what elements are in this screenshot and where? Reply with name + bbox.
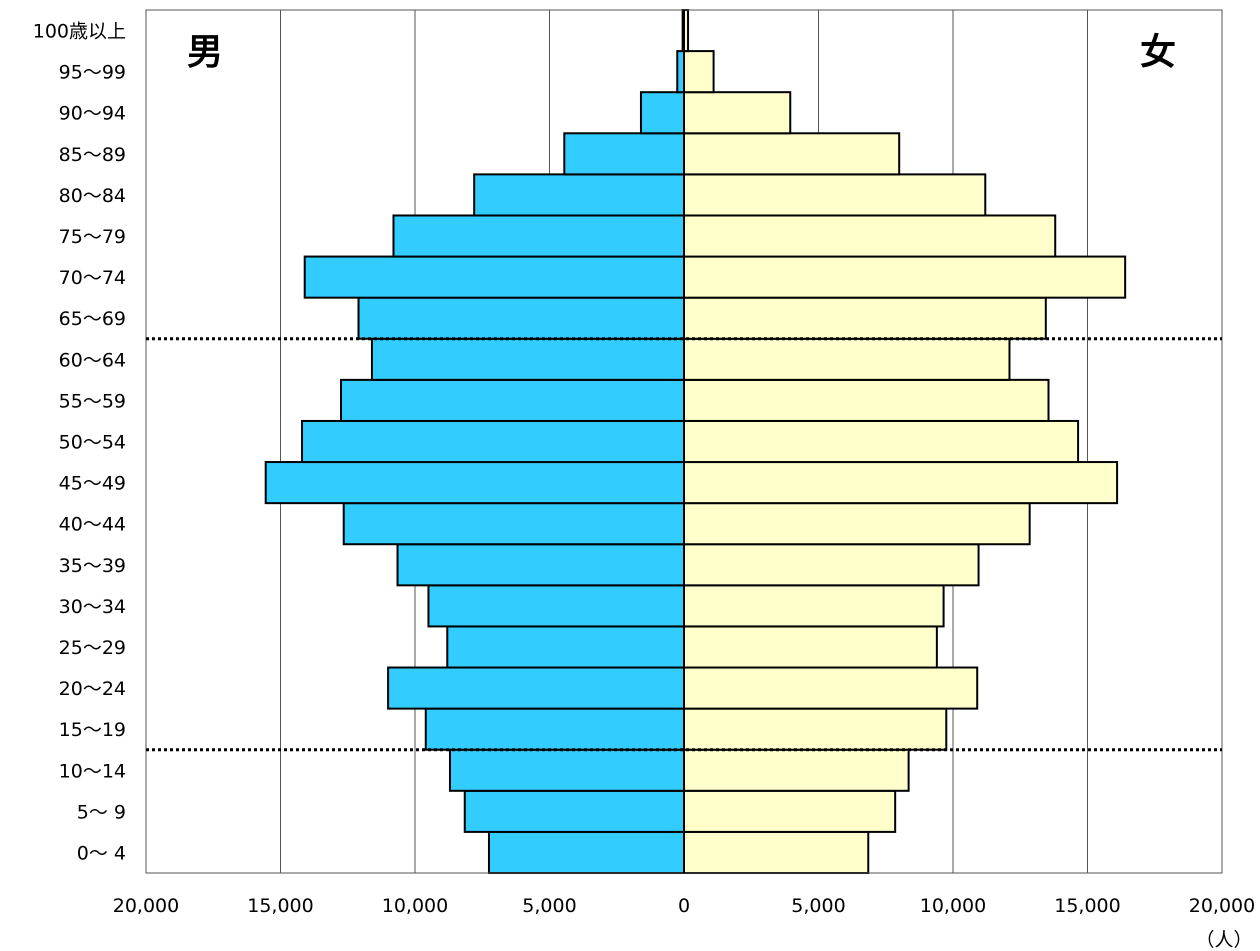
age-group-label: 30〜34 — [59, 596, 126, 618]
bar-male — [387, 666, 685, 710]
bar-male — [427, 584, 686, 628]
bar-male — [342, 502, 685, 546]
age-group-label: 15〜19 — [59, 719, 126, 741]
bar-female — [683, 584, 945, 628]
age-group-label: 90〜94 — [59, 103, 126, 125]
x-axis-tick-labels: 20,000 15,000 10,000 5,000 0 5,000 10,000 15,00… — [113, 895, 1255, 917]
legend-female-label: 女 — [1140, 32, 1176, 73]
bar-male — [392, 214, 685, 258]
age-group-label: 55〜59 — [59, 390, 126, 412]
age-group-labels: 0〜 4 5〜 9 10〜14 15〜19 20〜24 25〜29 30〜34 35〜39 40… — [33, 21, 126, 865]
age-group-label: 85〜89 — [59, 144, 126, 166]
x-tick-label: 15,000 — [1054, 895, 1120, 917]
bar-male — [340, 378, 685, 422]
age-group-label: 80〜84 — [59, 185, 126, 207]
x-tick-label: 10,000 — [382, 895, 448, 917]
bar-female — [683, 91, 792, 135]
bar-female — [683, 255, 1127, 299]
age-group-label: 100歳以上 — [33, 21, 126, 43]
age-group-label: 75〜79 — [59, 226, 126, 248]
bar-male — [424, 707, 685, 751]
bar-male — [396, 543, 685, 587]
bar-male — [446, 625, 685, 669]
bar-male — [370, 337, 685, 381]
age-group-label: 40〜44 — [59, 514, 126, 536]
bar-female — [683, 419, 1080, 464]
bar-female — [683, 132, 901, 176]
x-tick-label: 20,000 — [1189, 895, 1255, 917]
bar-female — [683, 337, 1011, 381]
x-tick-label: 15,000 — [247, 895, 313, 917]
age-group-label: 10〜14 — [59, 760, 126, 782]
bar-male — [639, 91, 686, 135]
age-group-label: 20〜24 — [59, 678, 126, 700]
bar-female — [683, 543, 980, 587]
age-group-label: 65〜69 — [59, 308, 126, 330]
bar-female — [683, 502, 1031, 546]
legend-male-label: 男 — [187, 32, 223, 73]
bar-male — [357, 296, 685, 340]
unit-label: （人） — [1195, 929, 1252, 951]
bar-female — [683, 748, 910, 792]
bar-male — [563, 132, 685, 176]
age-group-label: 95〜99 — [59, 62, 126, 84]
age-group-label: 45〜49 — [59, 473, 126, 495]
bar-male — [301, 419, 685, 464]
bar-male — [487, 830, 685, 875]
bar-male — [473, 173, 685, 217]
bar-female — [683, 666, 979, 710]
bar-male — [264, 461, 685, 505]
x-tick-label: 5,000 — [791, 895, 845, 917]
bar-female — [683, 296, 1047, 340]
bar-female — [683, 378, 1050, 422]
age-group-label: 25〜29 — [59, 637, 126, 659]
bar-female — [683, 461, 1119, 505]
x-tick-label: 10,000 — [920, 895, 986, 917]
bar-male — [303, 255, 685, 299]
x-tick-label: 5,000 — [522, 895, 576, 917]
age-group-label: 5〜 9 — [77, 801, 126, 823]
bar-female — [683, 707, 948, 751]
bar-female — [683, 625, 938, 669]
bar-female — [683, 50, 715, 94]
age-group-label: 0〜 4 — [77, 842, 126, 864]
plot-frame — [145, 9, 1223, 874]
bar-female — [683, 173, 987, 217]
bar-male — [676, 50, 686, 94]
bar-female — [683, 830, 870, 875]
bar-female — [683, 789, 897, 833]
age-group-label: 60〜64 — [59, 349, 126, 371]
x-tick-label: 0 — [678, 895, 690, 917]
age-group-label: 35〜39 — [59, 555, 126, 577]
bar-female — [683, 214, 1057, 258]
bar-male — [463, 789, 686, 833]
x-tick-label: 20,000 — [113, 895, 179, 917]
bar-male — [448, 748, 685, 792]
age-group-label: 70〜74 — [59, 267, 126, 289]
dotted-separators — [146, 337, 1222, 752]
bars — [264, 9, 1127, 875]
age-group-label: 50〜54 — [59, 432, 126, 454]
